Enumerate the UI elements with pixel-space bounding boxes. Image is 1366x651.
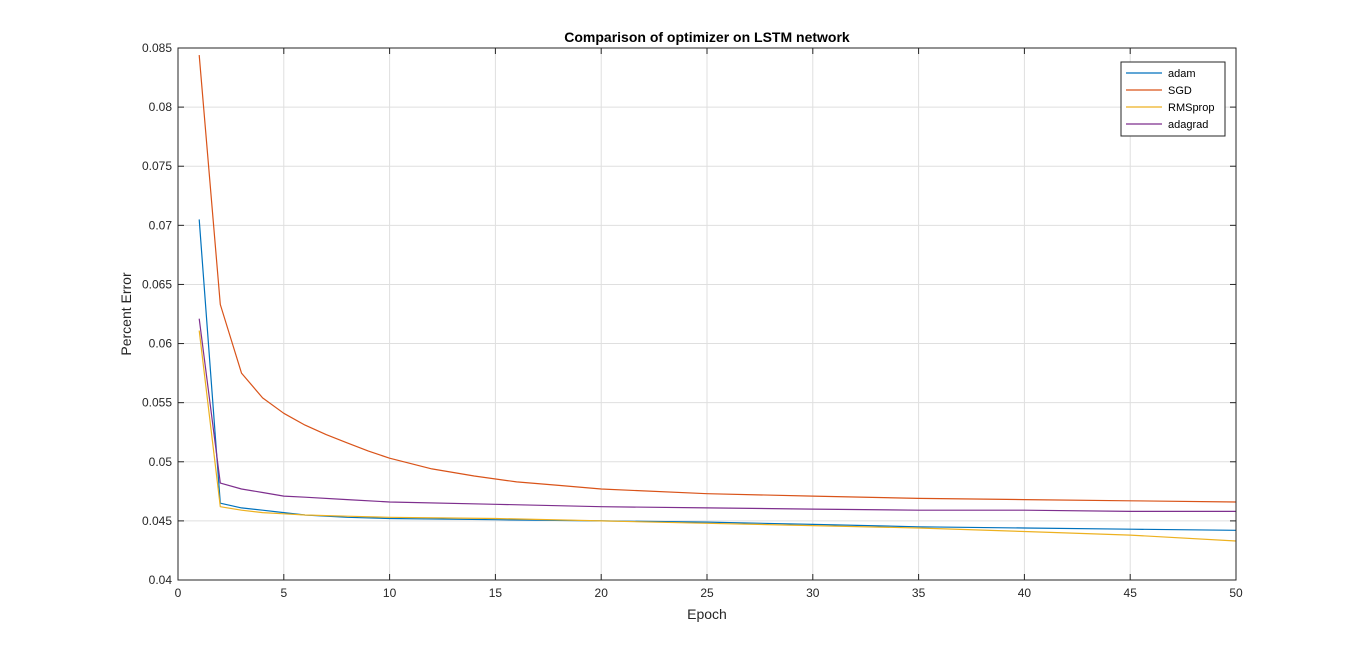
series-line-sgd <box>198 55 1237 503</box>
y-tick-label: 0.06 <box>149 337 173 351</box>
series-line-rmsprop <box>198 330 1237 542</box>
series-line-adam <box>198 219 1237 531</box>
x-tick-label: 30 <box>806 586 820 600</box>
x-tick-label: 45 <box>1124 586 1138 600</box>
x-tick-label: 10 <box>383 586 397 600</box>
y-tick-label: 0.08 <box>149 100 173 114</box>
y-tick-label: 0.085 <box>142 41 172 55</box>
y-tick-label: 0.07 <box>149 218 173 232</box>
y-tick-label: 0.075 <box>142 159 172 173</box>
x-tick-label: 40 <box>1018 586 1032 600</box>
y-axis-label: Percent Error <box>118 272 134 356</box>
x-tick-label: 5 <box>280 586 287 600</box>
y-tick-label: 0.045 <box>142 514 172 528</box>
legend-label-sgd: SGD <box>1168 85 1192 97</box>
x-tick-label: 20 <box>595 586 609 600</box>
series-line-adagrad <box>198 318 1236 512</box>
y-tick-label: 0.055 <box>142 396 172 410</box>
y-tick-label: 0.04 <box>149 573 173 587</box>
y-tick-label: 0.05 <box>149 455 173 469</box>
x-tick-labels: 0 5 10 15 20 25 30 35 40 45 50 <box>175 586 1243 600</box>
x-tick-label: 35 <box>912 586 926 600</box>
x-tick-label: 50 <box>1229 586 1243 600</box>
legend-label-rmsprop: RMSprop <box>1168 102 1214 114</box>
legend: adam SGD RMSprop adagrad <box>1120 61 1226 137</box>
x-tick-label: 0 <box>175 586 182 600</box>
legend-label-adam: adam <box>1168 68 1196 80</box>
legend-label-adagrad: adagrad <box>1168 119 1208 131</box>
series-layer <box>198 55 1237 542</box>
x-tick-label: 15 <box>489 586 503 600</box>
chart-title: Comparison of optimizer on LSTM network <box>564 29 850 45</box>
y-tick-labels: 0.04 0.045 0.05 0.055 0.06 0.065 0.07 0.075 0.08… <box>142 41 172 587</box>
axis-ticks <box>177 47 1237 581</box>
y-tick-label: 0.065 <box>142 277 172 291</box>
x-tick-label: 25 <box>700 586 714 600</box>
x-axis-label: Epoch <box>687 606 727 622</box>
